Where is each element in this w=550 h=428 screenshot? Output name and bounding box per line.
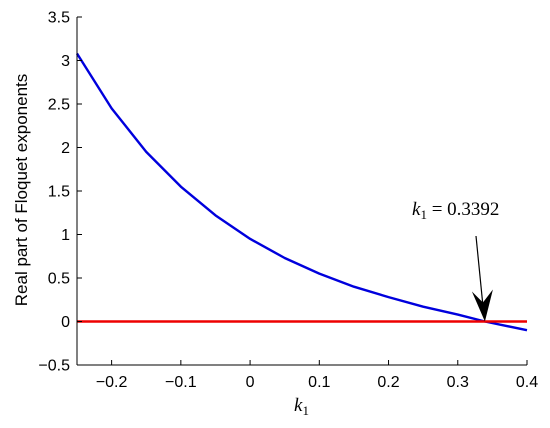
- annotation-label: k1 = 0.3392: [412, 199, 499, 222]
- annotation-symbol: k: [412, 199, 421, 220]
- y-tick-label: 1: [61, 227, 70, 244]
- axes: [76, 17, 527, 366]
- y-tick-label: −0.5: [38, 358, 70, 375]
- x-axis-title-subscript: 1: [302, 403, 309, 418]
- y-tick-label: 3: [61, 53, 70, 70]
- y-tick-label: 1.5: [48, 184, 70, 201]
- x-tick-label: 0.3: [447, 374, 469, 391]
- y-axis-title: Real part of Floquet exponents: [12, 74, 31, 306]
- x-axis-title: k1: [294, 395, 309, 418]
- x-tick-label: −0.1: [165, 374, 197, 391]
- ticks: −0.2 −0.1 0 0.1 0.2 0.3 0.4 −0.5 0 0.5 1 1.5 2 2.5 3 3.…: [38, 10, 538, 392]
- x-axis-title-symbol: k: [294, 395, 303, 416]
- y-tick-label: 0.5: [48, 271, 70, 288]
- x-tick-label: −0.2: [96, 374, 128, 391]
- x-tick-label: 0.4: [516, 374, 538, 391]
- y-tick-label: 3.5: [48, 10, 70, 27]
- annotation-value: = 0.3392: [427, 199, 499, 220]
- x-tick-label: 0.1: [308, 374, 330, 391]
- annotation-subscript: 1: [420, 207, 427, 222]
- x-tick-label: 0: [246, 374, 255, 391]
- y-tick-label: 2.5: [48, 97, 70, 114]
- series-line-0: [75, 52, 528, 332]
- plot-content: [75, 52, 528, 332]
- x-tick-label: 0.2: [377, 374, 399, 391]
- annotation: k1 = 0.3392: [412, 199, 499, 322]
- y-tick-label: 2: [61, 140, 70, 157]
- annotation-arrow-head: [471, 289, 493, 322]
- annotation-arrow-shaft: [475, 235, 484, 306]
- y-tick-label: 0: [61, 314, 70, 331]
